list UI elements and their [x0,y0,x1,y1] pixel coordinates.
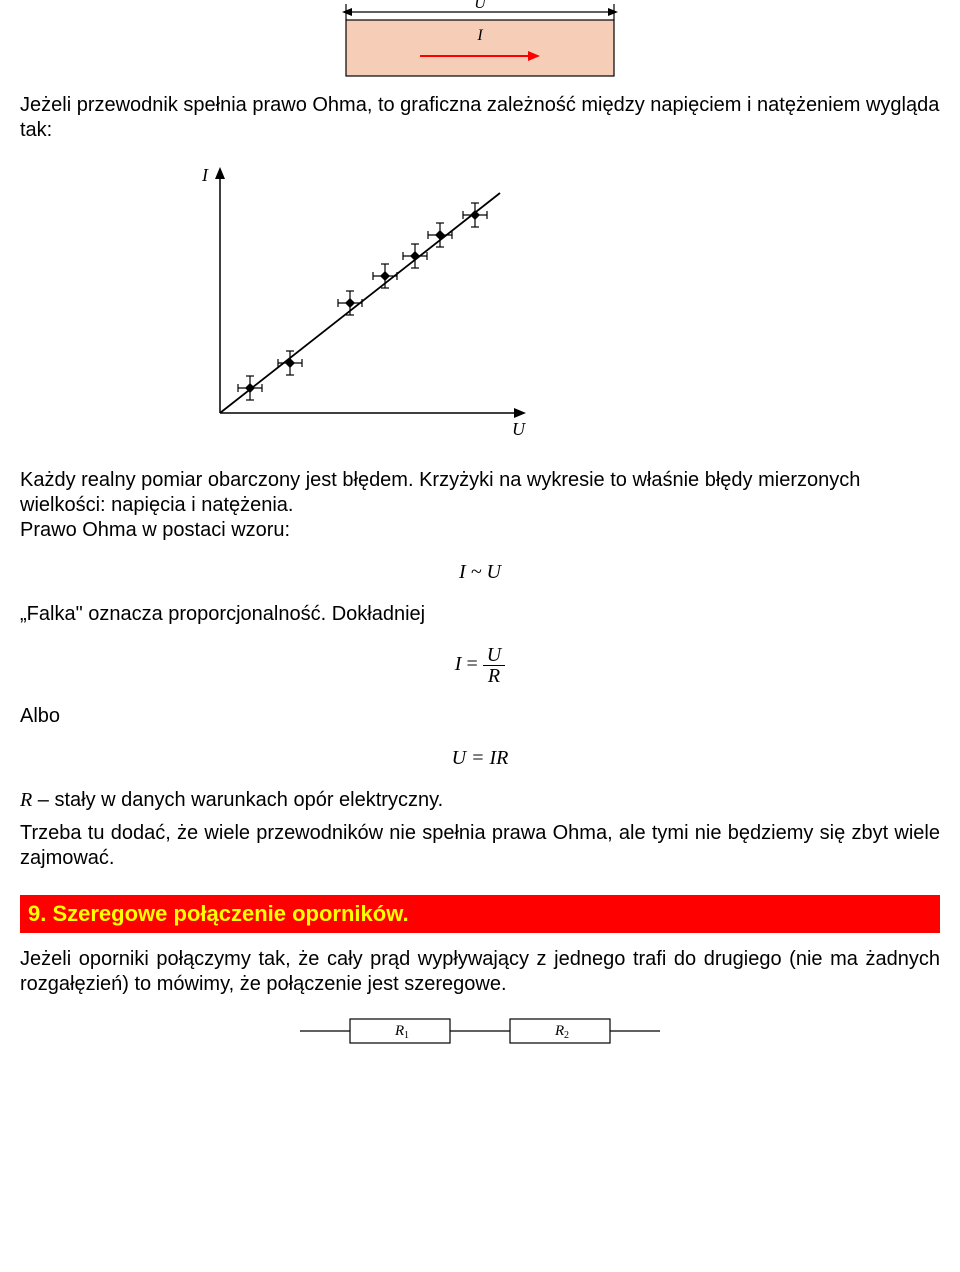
formula-lhs: I [455,653,462,675]
paragraph-exceptions: Trzeba tu dodać, że wiele przewodników n… [20,821,940,871]
paragraph-r-rest: – stały w danych warunkach opór elektryc… [32,789,443,811]
paragraph-r-const: R – stały w danych warunkach opór elektr… [20,788,940,813]
paragraph-intro: Jeżeli przewodnik spełnia prawo Ohma, to… [20,93,940,143]
r2-label: R [554,1023,564,1039]
paragraph-errors-1: Każdy realny pomiar obarczony jest błęde… [20,469,860,516]
svg-text:U: U [512,419,526,439]
r2-sub: 2 [564,1030,569,1041]
r1-sub: 1 [404,1030,409,1041]
paragraph-albo: Albo [20,704,940,729]
formula-fraction: U R [483,645,505,686]
paragraph-series: Jeżeli oporniki połączymy tak, że cały p… [20,947,940,997]
var-r: R [20,789,32,811]
conductor-diagram: U I [340,0,620,83]
ohm-scatter-chart: IU [180,153,540,458]
paragraph-errors: Każdy realny pomiar obarczony jest błęde… [20,468,940,543]
formula-den: R [483,666,505,686]
formula-eq: = [466,653,477,675]
conductor-u-label: U [474,0,487,12]
section-header-9: 9. Szeregowe połączenie oporników. [20,895,940,933]
series-resistors-diagram: R 1 R 2 [300,1011,660,1056]
r1-label: R [394,1023,404,1039]
formula-proportional: I ~ U [20,561,940,584]
paragraph-ohma-formula-intro: Prawo Ohma w postaci wzoru: [20,519,290,541]
formula-u-equals-ir: U = IR [20,747,940,770]
paragraph-falka: „Falka" oznacza proporcjonalność. Dokład… [20,602,940,627]
formula-num: U [483,645,505,666]
formula-i-equals-u-over-r: I = U R [20,645,940,686]
svg-text:I: I [201,165,209,185]
conductor-i-label: I [476,27,483,44]
